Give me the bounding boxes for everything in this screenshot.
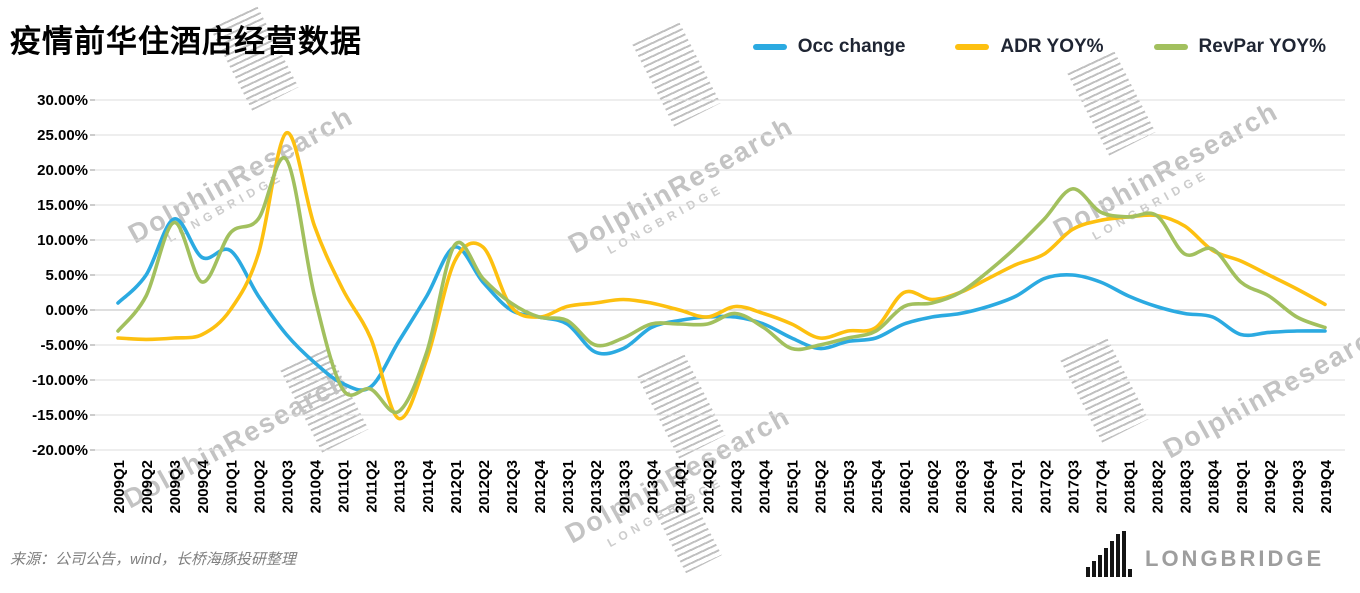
legend-item-revpar-yoy: RevPar YOY% (1153, 36, 1326, 58)
x-axis-label: 2018Q2 (1150, 460, 1167, 513)
x-axis-label: 2013Q4 (644, 459, 661, 513)
x-axis-label: 2017Q4 (1093, 459, 1110, 513)
x-axis-label: 2019Q4 (1318, 459, 1335, 513)
x-axis-label: 2014Q2 (700, 460, 717, 513)
y-axis-label: -15.00% (32, 407, 88, 424)
legend-item-occ-change: Occ change (752, 36, 906, 58)
legend-line-marker-icon (752, 44, 787, 50)
longbridge-logo-bars-icon (1086, 531, 1132, 577)
x-axis-label: 2016Q1 (897, 460, 914, 513)
legend-label: ADR YOY% (1000, 36, 1104, 57)
legend-label: RevPar YOY% (1198, 36, 1326, 57)
x-axis-label: 2009Q4 (195, 459, 212, 513)
y-axis-label: 15.00% (37, 197, 88, 214)
x-axis-label: 2011Q2 (364, 460, 381, 513)
legend-line-marker-icon (955, 44, 990, 50)
longbridge-logo: LONGBRIDGE (1086, 531, 1324, 577)
x-axis-label: 2012Q3 (504, 460, 521, 513)
x-axis-label: 2016Q2 (925, 460, 942, 513)
legend-line-marker-icon (1153, 44, 1188, 50)
y-axis-label: -5.00% (40, 337, 88, 354)
y-axis-label: 20.00% (37, 162, 88, 179)
x-axis-label: 2015Q1 (785, 460, 802, 513)
x-axis-label: 2018Q1 (1122, 460, 1139, 513)
series-line-occ-change (116, 217, 1327, 392)
x-axis-label: 2017Q2 (1037, 460, 1054, 513)
series-line-adr-yoy (116, 131, 1327, 421)
x-axis-label: 2010Q3 (279, 460, 296, 513)
legend-item-adr-yoy: ADR YOY% (955, 36, 1104, 58)
chart-legend: Occ change ADR YOY% RevPar YOY% (752, 36, 1326, 58)
x-axis-label: 2012Q1 (448, 460, 465, 513)
y-axis-label: 10.00% (37, 232, 88, 249)
x-axis-label: 2010Q4 (307, 459, 324, 513)
x-axis-label: 2016Q3 (953, 460, 970, 513)
x-axis-label: 2019Q3 (1290, 460, 1307, 513)
x-axis-label: 2009Q2 (139, 460, 156, 513)
y-axis-label: 0.00% (45, 302, 88, 319)
x-axis-label: 2019Q1 (1234, 460, 1251, 513)
x-axis-label: 2010Q2 (251, 460, 268, 513)
series-line-revpar-yoy (116, 155, 1327, 415)
x-axis-label: 2011Q4 (420, 459, 437, 512)
longbridge-logo-text: LONGBRIDGE (1145, 546, 1325, 571)
legend-label: Occ change (797, 36, 906, 57)
x-axis-label: 2013Q2 (588, 460, 605, 513)
x-axis-label: 2016Q4 (981, 459, 998, 513)
x-axis-label: 2013Q1 (560, 460, 577, 513)
x-axis-label: 2017Q1 (1009, 460, 1026, 513)
y-axis-label: 30.00% (37, 92, 88, 109)
x-axis-label: 2012Q2 (476, 460, 493, 513)
x-axis-label: 2011Q1 (336, 460, 353, 513)
page-title: 疫情前华住酒店经营数据 (10, 24, 362, 59)
x-axis-label: 2014Q1 (672, 460, 689, 513)
y-axis-label: -10.00% (32, 372, 88, 389)
x-axis-label: 2018Q4 (1206, 459, 1223, 513)
x-axis-label: 2014Q3 (729, 460, 746, 513)
x-axis-label: 2019Q2 (1262, 460, 1279, 513)
x-axis-label: 2010Q1 (223, 460, 240, 513)
x-axis-label: 2015Q4 (869, 459, 886, 513)
source-note: 来源：公司公告，wind，长桥海豚投研整理 (10, 551, 296, 568)
x-axis-label: 2013Q3 (616, 460, 633, 513)
x-axis-label: 2018Q3 (1178, 460, 1195, 513)
y-axis-label: -20.00% (32, 442, 88, 459)
x-axis-label: 2017Q3 (1065, 460, 1082, 513)
x-axis-label: 2014Q4 (757, 459, 774, 513)
y-axis-label: 5.00% (45, 267, 88, 284)
x-axis-label: 2009Q1 (111, 460, 128, 513)
x-axis-label: 2009Q3 (167, 460, 184, 513)
x-axis-label: 2012Q4 (532, 459, 549, 513)
y-axis-label: 25.00% (37, 127, 88, 144)
x-axis-label: 2015Q2 (813, 460, 830, 513)
x-axis-label: 2015Q3 (841, 460, 858, 513)
x-axis-label: 2011Q3 (392, 460, 409, 513)
